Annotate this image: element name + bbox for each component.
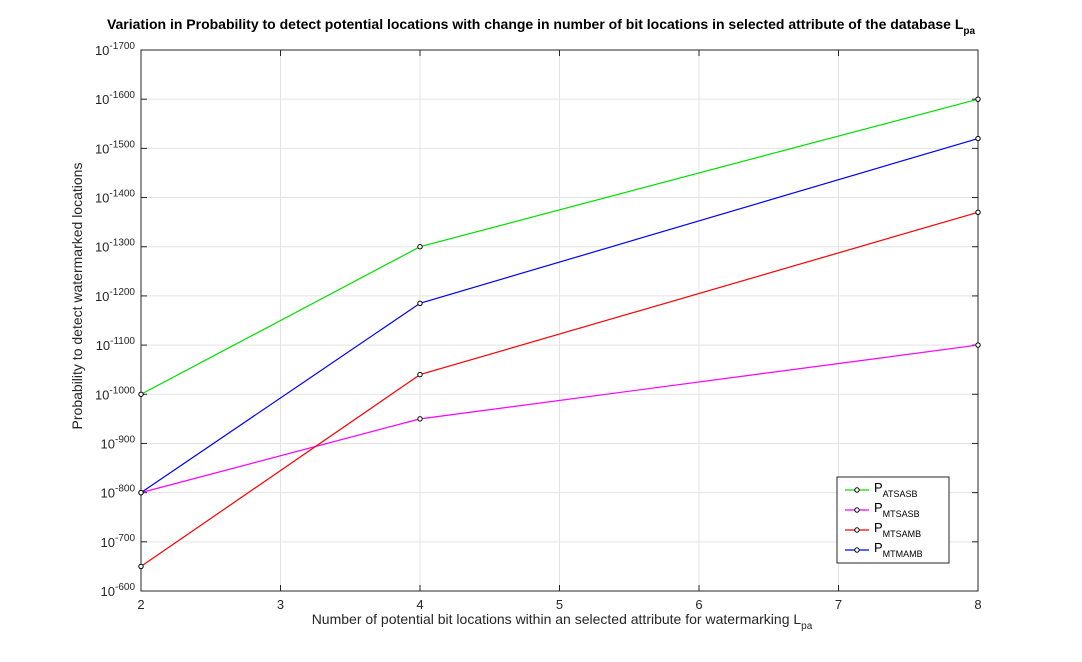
y-tick-label: 10-1600 — [95, 90, 135, 107]
y-tick-exponent: -1100 — [110, 336, 135, 347]
data-point-atsasb — [975, 96, 981, 102]
axes: 2 3 4 5 6 7 810-60010-70010-80010-90010-100010… — [95, 41, 982, 612]
data-point-mtsasb — [975, 342, 981, 348]
x-axis-label: Number of potential bit locations within… — [312, 611, 813, 632]
data-point-mtmamb — [138, 489, 144, 496]
y-tick-base: 10 — [101, 584, 115, 599]
x-tick-label: 8 — [974, 597, 981, 612]
y-tick-base: 10 — [101, 535, 115, 550]
legend-entry-name: P — [874, 520, 883, 535]
y-tick-label: 10-1000 — [95, 385, 135, 402]
data-point-mtmamb — [417, 300, 423, 306]
y-tick-label: 10-1500 — [95, 139, 135, 156]
y-tick-label: 10-700 — [101, 533, 136, 550]
y-tick-base: 10 — [101, 486, 115, 501]
legend-entry-subscript: MTSASB — [883, 509, 920, 519]
legend-entry-name: P — [874, 540, 883, 555]
y-tick-base: 10 — [95, 43, 109, 58]
y-tick-label: 10-1400 — [95, 189, 135, 206]
y-tick-base: 10 — [95, 92, 109, 107]
x-tick-label: 4 — [416, 597, 423, 612]
y-tick-exponent: -1600 — [109, 90, 135, 101]
y-tick-exponent: -1000 — [109, 385, 135, 396]
y-tick-exponent: -600 — [115, 582, 135, 593]
x-tick-label: 5 — [556, 597, 563, 612]
legend-entry: PMTMAMB — [874, 540, 923, 559]
y-tick-exponent: -1200 — [109, 287, 135, 298]
data-point-mtsamb — [138, 563, 144, 570]
data-point-atsasb — [417, 244, 423, 250]
y-tick-label: 10-600 — [101, 582, 136, 599]
y-tick-base: 10 — [95, 240, 109, 255]
data-point-atsasb — [138, 391, 144, 397]
y-tick-exponent: -1500 — [109, 139, 135, 150]
legend-entry: PMTSAMB — [874, 520, 921, 539]
y-tick-label: 10-1300 — [95, 238, 135, 255]
y-tick-label: 10-1100 — [96, 336, 136, 353]
y-tick-exponent: -800 — [115, 484, 135, 495]
data-point-mtsasb — [417, 416, 423, 422]
y-tick-exponent: -1700 — [109, 41, 135, 52]
data-point-mtsamb — [417, 371, 423, 378]
x-tick-label: 2 — [137, 597, 144, 612]
legend-marker — [854, 487, 860, 493]
y-axis-label: Probability to detect watermarked locati… — [69, 163, 85, 430]
legend-marker — [854, 527, 860, 533]
chart-title: Variation in Probability to detect poten… — [107, 16, 976, 37]
y-tick-exponent: -900 — [115, 434, 135, 445]
x-tick-label: 7 — [835, 597, 842, 612]
legend-entry: PMTSASB — [874, 500, 920, 519]
y-tick-exponent: -700 — [115, 533, 135, 544]
data-point-mtsamb — [975, 209, 981, 216]
x-tick-label: 3 — [277, 597, 284, 612]
legend-marker — [854, 547, 860, 553]
legend-entry-subscript: MTSAMB — [883, 529, 922, 539]
y-tick-label: 10-1700 — [95, 41, 135, 58]
x-tick-label: 6 — [695, 597, 702, 612]
legend-entry: PATSASB — [874, 480, 918, 499]
y-tick-label: 10-1200 — [95, 287, 135, 304]
y-tick-base: 10 — [95, 191, 109, 206]
legend-entry-subscript: MTMAMB — [883, 549, 923, 559]
legend-entry-subscript: ATSASB — [883, 489, 918, 499]
y-tick-base: 10 — [95, 387, 109, 402]
legend-entry-name: P — [874, 480, 883, 495]
y-tick-base: 10 — [101, 436, 115, 451]
y-tick-label: 10-800 — [101, 484, 136, 501]
legend-marker — [854, 507, 860, 513]
series-layer — [138, 96, 981, 570]
y-tick-label: 10-900 — [101, 434, 136, 451]
grid — [140, 49, 979, 592]
legend-entry-name: P — [874, 500, 883, 515]
y-tick-base: 10 — [96, 338, 110, 353]
y-tick-base: 10 — [95, 141, 109, 156]
y-tick-base: 10 — [95, 289, 109, 304]
y-tick-exponent: -1400 — [109, 189, 135, 200]
data-point-mtmamb — [975, 135, 981, 142]
y-tick-exponent: -1300 — [109, 238, 135, 249]
